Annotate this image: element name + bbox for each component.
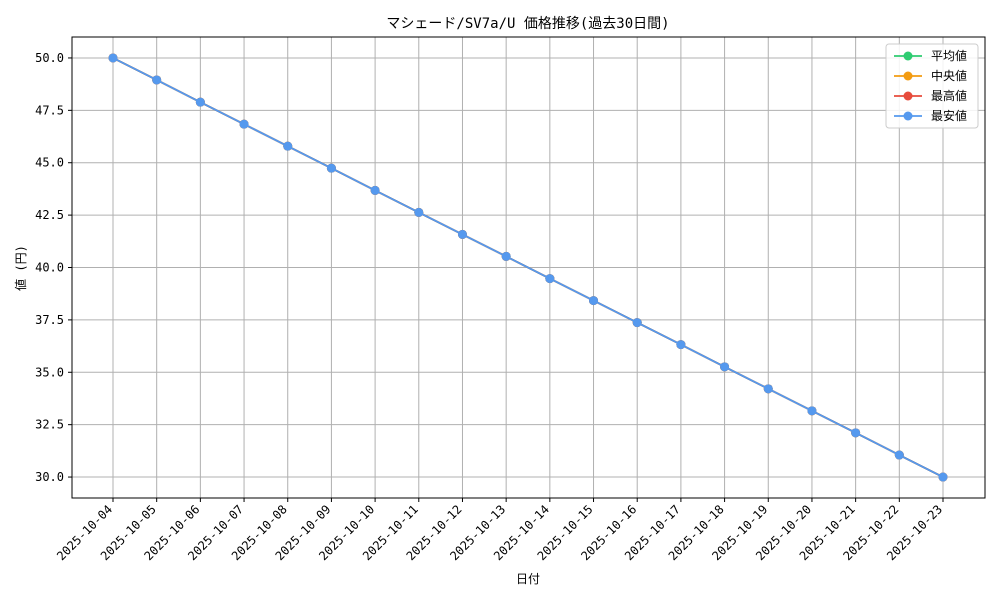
y-tick-label: 50.0 <box>35 51 64 65</box>
series-layer <box>108 53 948 482</box>
y-axis: 30.0 32.5 35.0 37.5 40.0 42.5 45.0 47.5 50.0 <box>35 51 72 484</box>
data-point <box>239 119 249 129</box>
chart-title: マシェード/SV7a/U 価格推移(過去30日間) <box>386 16 669 32</box>
data-point <box>632 318 642 328</box>
data-point <box>326 163 336 173</box>
data-point <box>414 207 424 217</box>
legend-item: 中央値 <box>894 68 967 83</box>
y-tick-label: 32.5 <box>35 418 64 432</box>
y-axis-label: 値 (円) <box>13 245 28 291</box>
data-point <box>676 340 686 350</box>
data-point <box>763 384 773 394</box>
data-point <box>457 229 467 239</box>
data-point <box>938 472 948 482</box>
legend-marker <box>903 71 913 81</box>
legend-label: 中央値 <box>931 68 967 83</box>
legend-item: 最安値 <box>894 108 967 123</box>
data-point <box>545 274 555 284</box>
data-point <box>195 97 205 107</box>
legend-label: 平均値 <box>931 48 967 63</box>
legend-marker <box>903 111 913 121</box>
y-tick-label: 42.5 <box>35 208 64 222</box>
y-tick-label: 37.5 <box>35 313 64 327</box>
legend-marker <box>903 91 913 101</box>
data-point <box>589 296 599 306</box>
y-tick-label: 45.0 <box>35 156 64 170</box>
y-tick-label: 35.0 <box>35 365 64 379</box>
y-tick-label: 40.0 <box>35 261 64 275</box>
data-point <box>283 141 293 151</box>
legend-item: 平均値 <box>894 48 967 63</box>
data-point <box>152 75 162 85</box>
data-point <box>720 362 730 372</box>
data-point <box>851 428 861 438</box>
y-tick-label: 47.5 <box>35 103 64 117</box>
legend-label: 最安値 <box>931 108 967 123</box>
data-point <box>894 450 904 460</box>
series-4 <box>108 53 948 482</box>
y-tick-label: 30.0 <box>35 470 64 484</box>
data-point <box>501 251 511 261</box>
data-point <box>807 406 817 416</box>
data-point <box>370 185 380 195</box>
grid-layer <box>72 37 985 498</box>
data-point <box>108 53 118 63</box>
legend-marker <box>903 51 913 61</box>
legend-item: 最高値 <box>894 88 967 103</box>
legend-box <box>885 43 979 129</box>
series-line <box>112 57 944 478</box>
legend-label: 最高値 <box>931 88 967 103</box>
x-axis-label: 日付 <box>516 572 540 586</box>
